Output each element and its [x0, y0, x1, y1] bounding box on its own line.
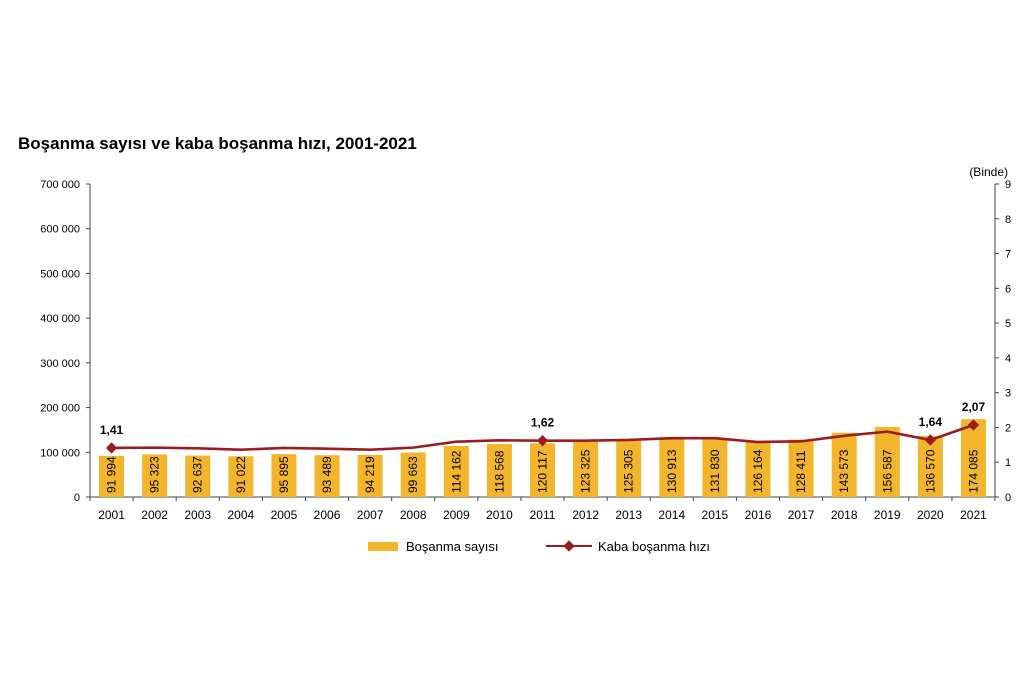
y-right-tick-label: 3 [1005, 388, 1011, 400]
y-right-tick-label: 1 [1005, 457, 1011, 469]
bar [874, 426, 900, 497]
y-left-tick-label: 0 [74, 492, 80, 504]
bar-value-label: 143 573 [837, 449, 851, 493]
line-value-label: 1,62 [531, 416, 555, 430]
legend-bar-swatch [368, 541, 398, 551]
y-left-tick-label: 700 000 [40, 179, 80, 191]
x-tick-label: 2004 [227, 508, 254, 522]
bar [99, 455, 125, 497]
bar-value-label: 123 325 [579, 449, 593, 493]
y-right-tick-label: 5 [1005, 318, 1011, 330]
bar-value-label: 114 162 [449, 450, 463, 493]
x-tick-label: 2012 [572, 508, 599, 522]
line-value-label: 1,41 [100, 423, 124, 437]
x-tick-label: 2021 [960, 508, 987, 522]
bar-value-label: 118 568 [492, 450, 506, 493]
x-tick-label: 2017 [788, 508, 815, 522]
bar [960, 419, 986, 497]
x-tick-label: 2005 [271, 508, 298, 522]
bar-value-label: 95 323 [148, 456, 162, 493]
bar-value-label: 174 085 [966, 449, 980, 493]
bar-value-label: 128 411 [794, 450, 808, 493]
bar [185, 455, 211, 497]
x-tick-label: 2003 [184, 508, 211, 522]
bar [357, 454, 383, 497]
bar-value-label: 92 637 [191, 456, 205, 493]
x-tick-label: 2002 [141, 508, 168, 522]
bar [271, 454, 297, 497]
line-marker [967, 419, 980, 431]
legend-item-line: Kaba boşanma hızı [546, 536, 710, 556]
x-tick-label: 2011 [530, 508, 556, 522]
y-left-tick-label: 600 000 [40, 224, 80, 236]
line-marker [105, 442, 118, 454]
bar-value-label: 93 489 [320, 456, 334, 493]
bar-value-label: 125 305 [622, 449, 636, 493]
x-tick-label: 2016 [745, 508, 772, 522]
bar-value-label: 126 164 [751, 449, 765, 493]
y-left-tick-label: 100 000 [40, 447, 80, 459]
bar [745, 440, 771, 497]
legend-item-bars: Boşanma sayısı [368, 536, 499, 556]
line-value-label: 1,64 [919, 415, 943, 429]
bar [702, 438, 728, 497]
bar-value-label: 156 587 [880, 449, 894, 493]
line-marker [536, 435, 549, 447]
x-tick-label: 2010 [486, 508, 513, 522]
y-left-tick-label: 200 000 [40, 403, 80, 415]
x-tick-label: 2014 [658, 508, 685, 522]
x-tick-label: 2019 [874, 508, 901, 522]
bar [659, 438, 685, 497]
bar [443, 445, 469, 497]
x-tick-label: 2009 [443, 508, 470, 522]
y-right-tick-label: 6 [1005, 283, 1011, 295]
legend-bar-label: Boşanma sayısı [406, 538, 499, 554]
bar [530, 443, 555, 497]
y-right-tick-label: 7 [1005, 249, 1011, 261]
bar [228, 456, 254, 497]
y-right-tick-label: 4 [1005, 353, 1011, 365]
bar-value-label: 131 830 [708, 449, 722, 493]
x-tick-label: 2006 [314, 508, 341, 522]
line-marker [924, 434, 937, 446]
bar-value-label: 130 913 [665, 449, 679, 493]
bar [142, 454, 168, 497]
bar-value-label: 99 663 [406, 456, 420, 493]
bar-value-label: 91 994 [105, 456, 119, 493]
x-tick-label: 2020 [917, 508, 944, 522]
x-tick-label: 2018 [831, 508, 858, 522]
bar [486, 443, 512, 497]
y-right-tick-label: 0 [1005, 492, 1011, 504]
y-right-unit-label: (Binde) [969, 165, 1008, 179]
bar [573, 441, 599, 497]
y-right-tick-label: 9 [1005, 179, 1011, 191]
y-right-tick-label: 8 [1005, 214, 1011, 226]
chart-title: Boşanma sayısı ve kaba boşanma hızı, 200… [18, 134, 417, 153]
line-value-label: 2,07 [962, 400, 986, 414]
x-tick-label: 2008 [400, 508, 427, 522]
bar [400, 452, 426, 497]
bar [917, 435, 943, 497]
bar-value-label: 91 022 [234, 456, 248, 493]
legend-line-swatch [546, 540, 592, 552]
x-tick-label: 2001 [98, 508, 125, 522]
y-left-tick-label: 400 000 [40, 313, 80, 325]
x-tick-label: 2015 [702, 508, 729, 522]
bar [314, 455, 340, 497]
y-left-tick-label: 300 000 [40, 358, 80, 370]
y-right-tick-label: 2 [1005, 422, 1011, 434]
bar-value-label: 95 895 [277, 456, 291, 493]
y-left-tick-label: 500 000 [40, 268, 80, 280]
bar-value-label: 136 570 [923, 449, 937, 493]
legend-line-label: Kaba boşanma hızı [598, 538, 711, 554]
x-tick-label: 2007 [357, 508, 384, 522]
bar [831, 432, 857, 497]
bar-value-label: 120 117 [536, 450, 550, 493]
bar [616, 440, 642, 497]
bar [788, 439, 814, 497]
x-tick-label: 2013 [615, 508, 642, 522]
bar-value-label: 94 219 [363, 456, 377, 493]
